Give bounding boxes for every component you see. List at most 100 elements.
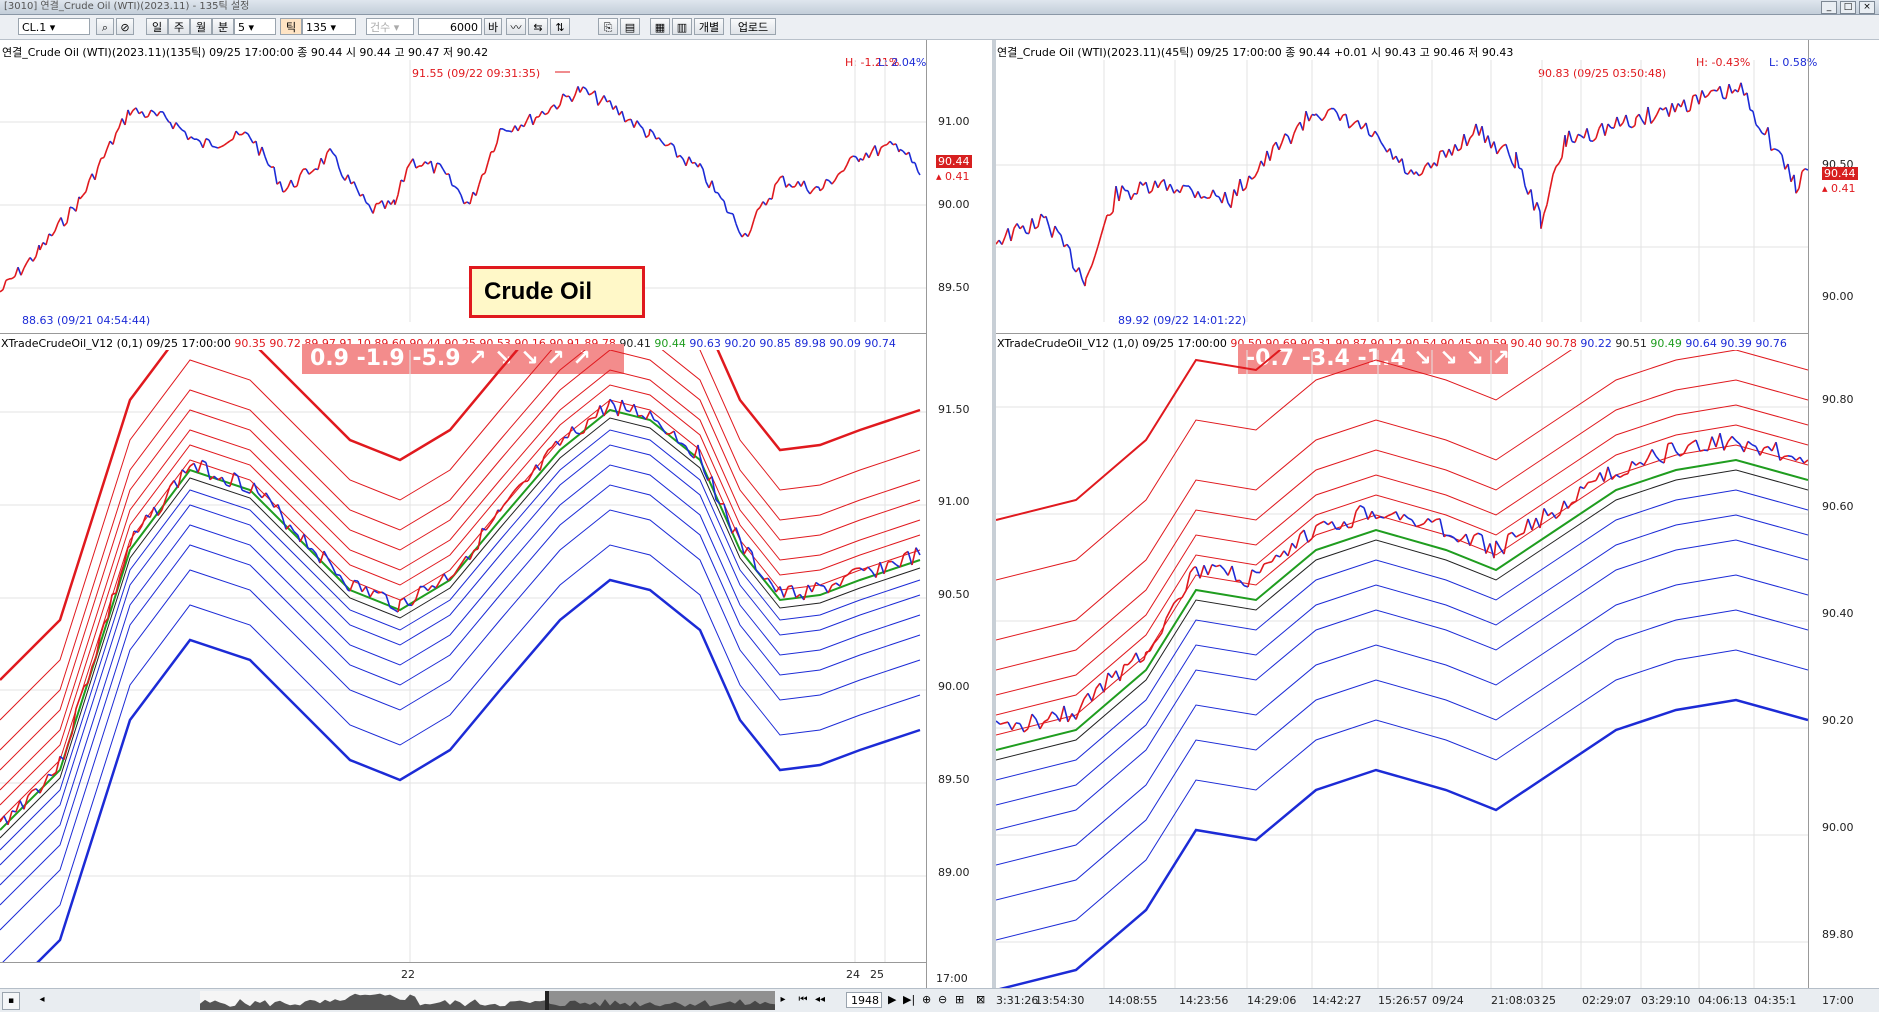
window-titlebar: [3010] 연결_Crude Oil (WTI)(2023.11) - 135…	[0, 0, 1879, 15]
right-xtick: 03:29:10	[1641, 994, 1690, 1007]
right-ind-ytick: 90.20	[1822, 714, 1854, 727]
left-menu-icon[interactable]: ▪	[2, 992, 20, 1010]
right-ind-ytick: 89.80	[1822, 928, 1854, 941]
indicator-value: 90.51	[1612, 337, 1647, 350]
left-price-ytick: 91.00	[938, 115, 970, 128]
search-icon[interactable]: ⌕	[96, 18, 114, 35]
right-ind-ytick: 90.80	[1822, 393, 1854, 406]
zoom-in-icon[interactable]: ⊕	[922, 992, 936, 1008]
left-ind-ytick: 90.00	[938, 680, 970, 693]
minimize-button[interactable]: _	[1821, 1, 1837, 14]
overview-minimap[interactable]	[200, 991, 775, 1010]
indicator-value: 90.35	[234, 337, 266, 350]
left-indicator-chart	[0, 350, 926, 962]
symbol-select[interactable]: CL.1 ▾	[18, 18, 90, 35]
right-xtick: 15:26:57	[1378, 994, 1427, 1007]
indicator-value: 90.44	[651, 337, 686, 350]
left-price-chart	[0, 60, 926, 322]
right-xtick: 14:42:27	[1312, 994, 1361, 1007]
indicator-value: 90.22	[1577, 337, 1612, 350]
scroll-left-icon[interactable]: ◂	[34, 992, 50, 1008]
fit-icon[interactable]: ⊞	[955, 992, 969, 1008]
right-xtick: 13:54:30	[1035, 994, 1084, 1007]
right-xtick: 02:29:07	[1582, 994, 1631, 1007]
count-input[interactable]: 6000	[418, 18, 482, 35]
zoom-out-icon[interactable]: ⊖	[938, 992, 952, 1008]
indicator-value: 90.39	[1717, 337, 1752, 350]
left-price-ytick: 90.00	[938, 198, 970, 211]
chart-type-icon[interactable]: 〰	[506, 18, 526, 35]
individual-button[interactable]: 개별	[694, 18, 724, 35]
right-xtick: 14:08:55	[1108, 994, 1157, 1007]
compare-icon[interactable]: ⇆	[528, 18, 548, 35]
right-xtick: 04:35:1	[1754, 994, 1796, 1007]
left-change-value: 0.41	[945, 170, 970, 183]
right-change: ▴ 0.41	[1822, 182, 1856, 195]
period-week-button[interactable]: 주	[168, 18, 190, 35]
right-xtick: 17:00	[1822, 994, 1854, 1007]
right-xtick: 14:29:06	[1247, 994, 1296, 1007]
right-price-info: 연결_Crude Oil (WTI)(2023.11)(45틱) 09/25 1…	[997, 44, 1513, 60]
left-indicator-title: XTradeCrudeOil_V12 (0,1) 09/25 17:00:00	[1, 337, 231, 350]
upload-button[interactable]: 업로드	[730, 18, 776, 35]
right-price-chart	[996, 60, 1808, 322]
left-xtick: 22	[401, 968, 415, 981]
left-change: ▴ 0.41	[936, 170, 970, 183]
period-tick-button[interactable]: 틱	[280, 18, 302, 35]
left-ind-ytick: 91.50	[938, 403, 970, 416]
window-title: [3010] 연결_Crude Oil (WTI)(2023.11) - 135…	[4, 0, 249, 14]
count-label: 건수	[370, 21, 390, 34]
tick-select[interactable]: 135 ▾	[302, 18, 356, 35]
right-ind-ytick: 90.60	[1822, 500, 1854, 513]
left-price-ytick: 89.50	[938, 281, 970, 294]
right-xtick: 14:23:56	[1179, 994, 1228, 1007]
left-ind-ytick: 91.00	[938, 495, 970, 508]
chart-toolbar: CL.1 ▾ ⌕ ⊘ 일 주 월 분 5 ▾ 틱 135 ▾ 건수 ▾ 6000…	[0, 15, 1879, 40]
left-xtick: 24	[846, 968, 860, 981]
indicator-value: 90.76	[1752, 337, 1787, 350]
right-price-ytick: 90.00	[1822, 290, 1854, 303]
crude-oil-label: Crude Oil	[469, 266, 645, 318]
min-select[interactable]: 5 ▾	[234, 18, 276, 35]
bar-count-input[interactable]: 1948	[846, 992, 882, 1008]
last-icon[interactable]: ▶|	[903, 992, 917, 1008]
print-icon[interactable]: ▤	[620, 18, 640, 35]
symbol-search-icon[interactable]: ⊘	[116, 18, 134, 35]
indicator-value: 90.49	[1647, 337, 1682, 350]
maximize-button[interactable]: □	[1840, 1, 1856, 14]
indicator-value: 90.74	[861, 337, 896, 350]
grid-icon[interactable]: ▦	[650, 18, 670, 35]
left-ind-ytick: 89.50	[938, 773, 970, 786]
copy-icon[interactable]: ⎘	[598, 18, 618, 35]
right-ind-ytick: 90.40	[1822, 607, 1854, 620]
page-left-icon[interactable]: ⏮	[795, 992, 811, 1008]
sort-icon[interactable]: ⇅	[550, 18, 570, 35]
table-icon[interactable]: ▥	[672, 18, 692, 35]
period-month-button[interactable]: 월	[190, 18, 212, 35]
right-indicator-chart	[996, 350, 1808, 990]
right-xtick: 25	[1542, 994, 1556, 1007]
indicator-value: 90.64	[1682, 337, 1717, 350]
period-day-button[interactable]: 일	[146, 18, 168, 35]
window-controls: _ □ ×	[1821, 1, 1875, 14]
right-indicator-title: XTradeCrudeOil_V12 (1,0) 09/25 17:00:00	[997, 337, 1227, 350]
play-icon[interactable]: ▶	[888, 992, 902, 1008]
left-price-info: 연결_Crude Oil (WTI)(2023.11)(135틱) 09/25 …	[2, 44, 488, 60]
left-last-price: 90.44	[936, 155, 972, 168]
left-ind-ytick: 90.50	[938, 588, 970, 601]
right-xtick: 09/24	[1432, 994, 1464, 1007]
indicator-value: 90.63	[686, 337, 721, 350]
page-first-icon[interactable]: ◂◂	[812, 992, 828, 1008]
close-panel-icon[interactable]: ⊠	[976, 992, 990, 1008]
left-xtick: 17:00	[936, 972, 968, 985]
scroll-right-icon[interactable]: ▸	[775, 992, 791, 1008]
right-ind-ytick: 90.00	[1822, 821, 1854, 834]
period-min-button[interactable]: 분	[212, 18, 234, 35]
indicator-value: 90.85	[756, 337, 791, 350]
indicator-value: 90.78	[1542, 337, 1577, 350]
right-last-price: 90.44	[1822, 167, 1858, 180]
right-xtick: 3:31:26	[996, 994, 1038, 1007]
min-value: 5	[238, 21, 245, 34]
count-select[interactable]: 건수 ▾	[366, 18, 414, 35]
close-button[interactable]: ×	[1859, 1, 1875, 14]
